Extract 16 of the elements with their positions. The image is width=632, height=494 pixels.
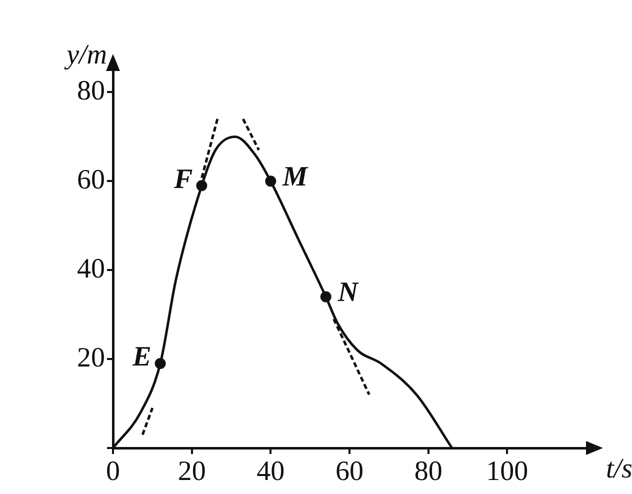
x-tick-label: 20 (178, 456, 206, 488)
y-tick-label: 80 (77, 76, 105, 107)
y-tick-label: 40 (77, 253, 105, 284)
x-tick-label: 80 (414, 456, 442, 488)
series-label: F (173, 164, 193, 195)
series-label: E (132, 342, 152, 373)
series-label: M (282, 161, 309, 192)
x-tick-label: 60 (336, 456, 364, 488)
x-tick-label: 100 (486, 456, 528, 488)
x-tick-label: 40 (256, 456, 285, 488)
series-label: N (336, 277, 360, 308)
y-tick-label: 20 (77, 342, 105, 374)
y-tick-label: 60 (77, 164, 105, 196)
x-tick-label: 0 (106, 456, 120, 488)
x-axis-title: t/s (606, 453, 632, 484)
y-axis-title: y/m (64, 39, 107, 70)
